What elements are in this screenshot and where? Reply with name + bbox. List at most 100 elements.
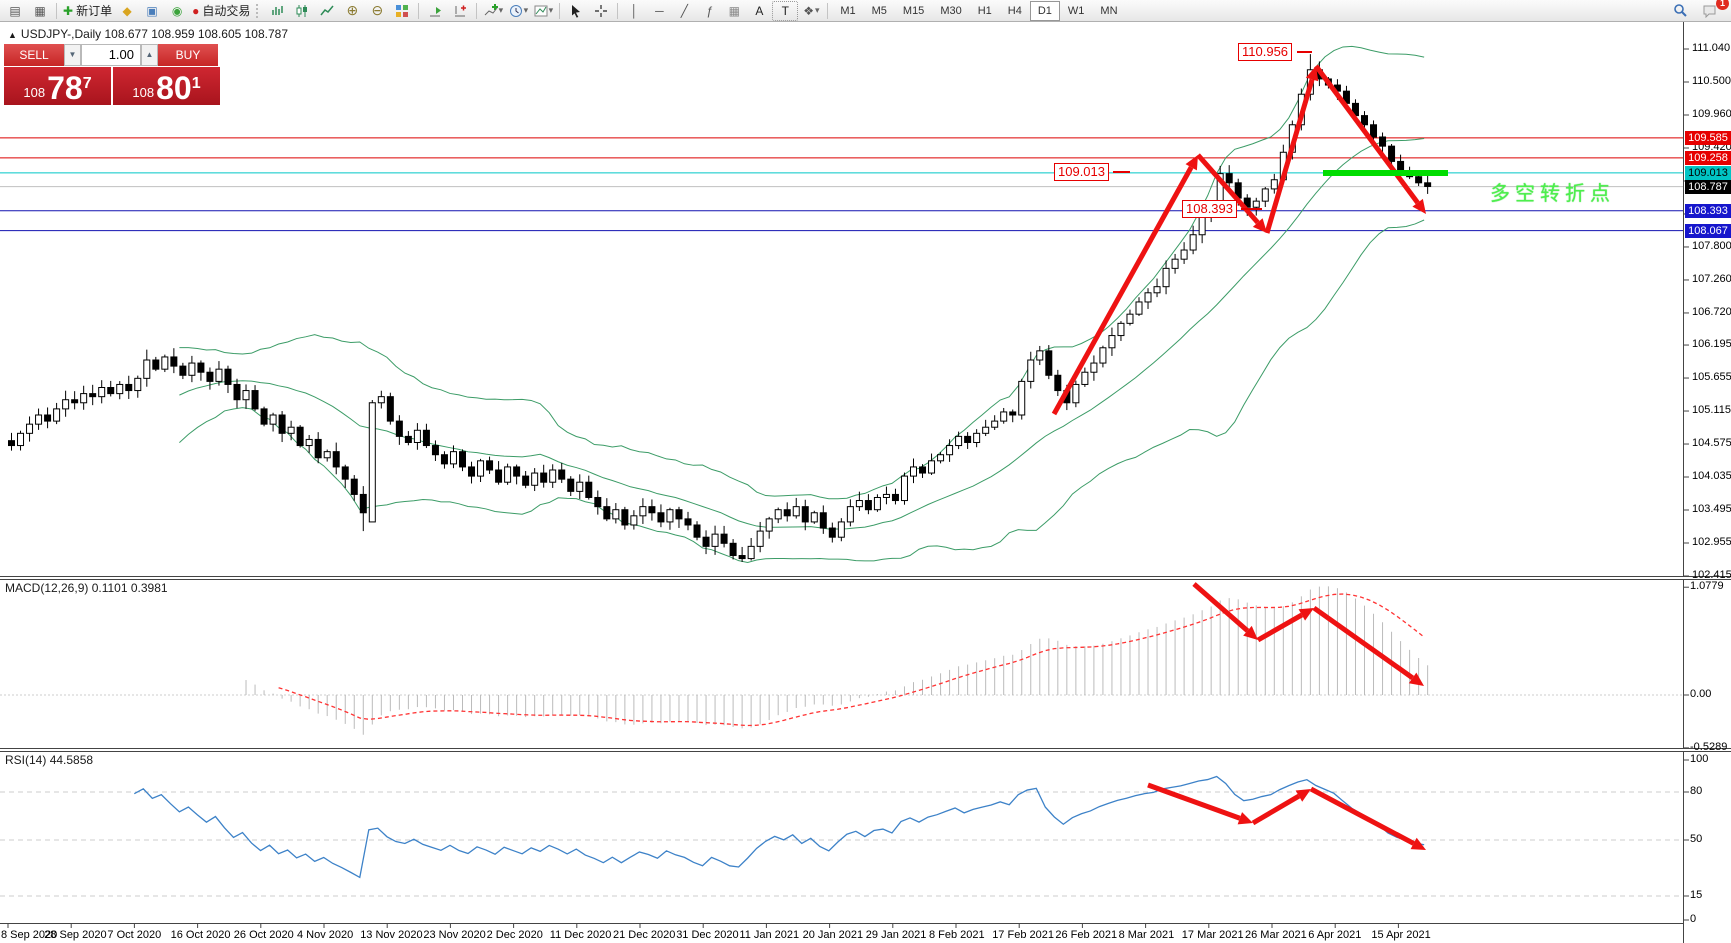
period-button[interactable]: ▾ — [506, 2, 530, 20]
symbol-ohlc-line: ▲ USDJPY-,Daily 108.677 108.959 108.605 1… — [8, 27, 289, 41]
horizontal-line-icon[interactable]: ─ — [655, 3, 664, 18]
rsi-tick-label: 100 — [1690, 753, 1709, 765]
tf-button-W1[interactable]: W1 — [1067, 4, 1085, 17]
sell-price-tile[interactable]: 108 78 7 — [4, 67, 111, 105]
date-label: 15 Apr 2021 — [1371, 929, 1431, 941]
rsi-tick-label: 50 — [1690, 833, 1703, 845]
line-chart-icon[interactable] — [315, 2, 339, 20]
macd-pane-splitter[interactable] — [0, 576, 1731, 580]
notification-badge: 1 — [1716, 0, 1729, 10]
rsi-tick-label: 80 — [1690, 785, 1703, 797]
date-label: 13 Nov 2020 — [360, 929, 423, 941]
price-tick-label: 102.955 — [1692, 536, 1731, 548]
indicators-icon[interactable]: ◆ — [122, 3, 132, 18]
buy-button[interactable]: BUY — [158, 44, 218, 66]
date-label: 17 Feb 2021 — [992, 929, 1054, 941]
annotation-price-box[interactable]: 108.393 — [1182, 200, 1237, 218]
date-label: 26 Oct 2020 — [233, 929, 294, 941]
arrows-icon[interactable]: ❖ ▾ — [803, 3, 820, 18]
turning-point-text: 多空转折点 — [1490, 183, 1615, 205]
new-order-plus-icon: ✚ — [63, 3, 74, 18]
date-label: 11 Dec 2020 — [549, 929, 612, 941]
data-window-icon[interactable]: ▣ — [146, 3, 158, 18]
date-label: 8 Feb 2021 — [929, 929, 985, 941]
price-tick-label: 106.195 — [1692, 338, 1731, 351]
signals-icon[interactable]: ◉ — [171, 3, 183, 18]
date-label: 21 Dec 2020 — [613, 929, 676, 941]
price-tag: 109.258 — [1685, 150, 1731, 165]
price-tick-label: 105.655 — [1692, 371, 1731, 384]
tf-button-MN[interactable]: MN — [1100, 4, 1118, 17]
fibonacci-icon[interactable]: ▦ — [728, 3, 741, 18]
price-tick-label: 104.575 — [1692, 437, 1731, 450]
tf-button-M5[interactable]: M5 — [871, 4, 887, 17]
price-tick-label: 107.260 — [1692, 272, 1731, 285]
candle-chart-icon[interactable] — [290, 2, 314, 20]
market-watch-icon[interactable]: ▦ — [34, 3, 46, 18]
bar-chart-icon[interactable] — [265, 2, 289, 20]
tf-button-M1[interactable]: M1 — [840, 4, 856, 17]
chevron-down-icon: ▾ — [498, 5, 504, 15]
annotation-connector — [1113, 171, 1130, 173]
date-label: 17 Mar 2021 — [1181, 929, 1244, 941]
tf-button-H4[interactable]: H4 — [1007, 4, 1022, 17]
equidistant-channel-icon[interactable]: ƒ — [706, 3, 713, 18]
add-indicator-button[interactable]: ▾ — [481, 2, 505, 20]
price-tick-label: 110.500 — [1692, 74, 1731, 87]
crosshair-icon[interactable] — [589, 2, 613, 20]
volume-decrease-button[interactable]: ▼ — [64, 44, 81, 66]
rsi-tick-label: 15 — [1690, 889, 1703, 901]
price-tick-label: 102.415 — [1692, 569, 1731, 581]
new-order-button[interactable]: ✚ 新订单 — [61, 2, 114, 20]
tf-button-D1[interactable]: D1 — [1029, 0, 1060, 21]
annotation-price-box[interactable]: 110.956 — [1238, 43, 1293, 61]
template-button[interactable]: ▾ — [531, 2, 555, 20]
chart-window-icon[interactable]: ▤ — [9, 3, 21, 18]
tf-button-M30[interactable]: M30 — [940, 4, 962, 17]
rsi-label: RSI(14) 44.5858 — [5, 753, 94, 767]
price-tag: 108.067 — [1685, 223, 1731, 238]
date-label: 29 Jan 2021 — [865, 929, 927, 941]
date-label: 6 Apr 2021 — [1308, 929, 1362, 941]
text-label-icon[interactable]: T — [772, 0, 799, 21]
bollinger-bands — [179, 45, 1425, 563]
one-click-trading-panel: SELL ▼ 1.00 ▲ BUY 108 78 7 108 80 1 — [4, 44, 220, 105]
axis-ticks — [7, 48, 1689, 928]
trendline-icon[interactable]: ╱ — [680, 3, 688, 18]
toolbar-separator — [476, 2, 478, 19]
volume-input[interactable]: 1.00 — [81, 44, 141, 66]
toolbar-separator — [559, 2, 561, 19]
search-icon[interactable] — [1668, 2, 1692, 20]
toolbar: ▤ ▦ ✚ 新订单 ◆ ▣ ◉ ● 自动交易 ⊕ ⊖ — [0, 0, 1731, 22]
price-tag: 108.393 — [1685, 203, 1731, 218]
date-label: 26 Mar 2021 — [1245, 929, 1307, 941]
date-label: 7 Oct 2020 — [107, 929, 162, 941]
autotrade-button[interactable]: ● 自动交易 — [190, 2, 252, 20]
tile-windows-icon[interactable] — [390, 2, 414, 20]
vertical-line-icon[interactable]: │ — [630, 3, 639, 18]
rsi-pane-splitter[interactable] — [0, 748, 1731, 752]
notifications-icon[interactable]: 1 — [1698, 0, 1729, 20]
horizontal-level-lines — [0, 137, 1683, 232]
cursor-icon[interactable] — [564, 2, 588, 20]
annotation-price-box[interactable]: 109.013 — [1054, 163, 1109, 181]
support-highlight-bar[interactable] — [1323, 170, 1448, 176]
tf-button-H1[interactable]: H1 — [977, 4, 992, 17]
timeframe-group: M1 M5 M15 M30 H1 H4 D1 W1 MN — [832, 0, 1125, 21]
zoom-out-icon[interactable]: ⊖ — [371, 2, 384, 18]
buy-price-tile[interactable]: 108 80 1 — [113, 67, 220, 105]
text-icon[interactable]: A — [755, 3, 764, 18]
date-label: 8 Mar 2021 — [1118, 929, 1175, 941]
sell-button[interactable]: SELL — [4, 44, 64, 66]
candlesticks — [8, 54, 1432, 562]
auto-scroll-icon[interactable] — [423, 2, 447, 20]
price-tick-label: 104.035 — [1692, 470, 1731, 483]
macd-tick-label: 0.00 — [1690, 688, 1712, 700]
chart-shift-icon[interactable] — [448, 2, 472, 20]
chevron-down-icon: ▾ — [814, 5, 820, 15]
volume-increase-button[interactable]: ▲ — [141, 44, 158, 66]
zoom-in-icon[interactable]: ⊕ — [346, 2, 359, 18]
tf-button-M15[interactable]: M15 — [902, 4, 925, 17]
